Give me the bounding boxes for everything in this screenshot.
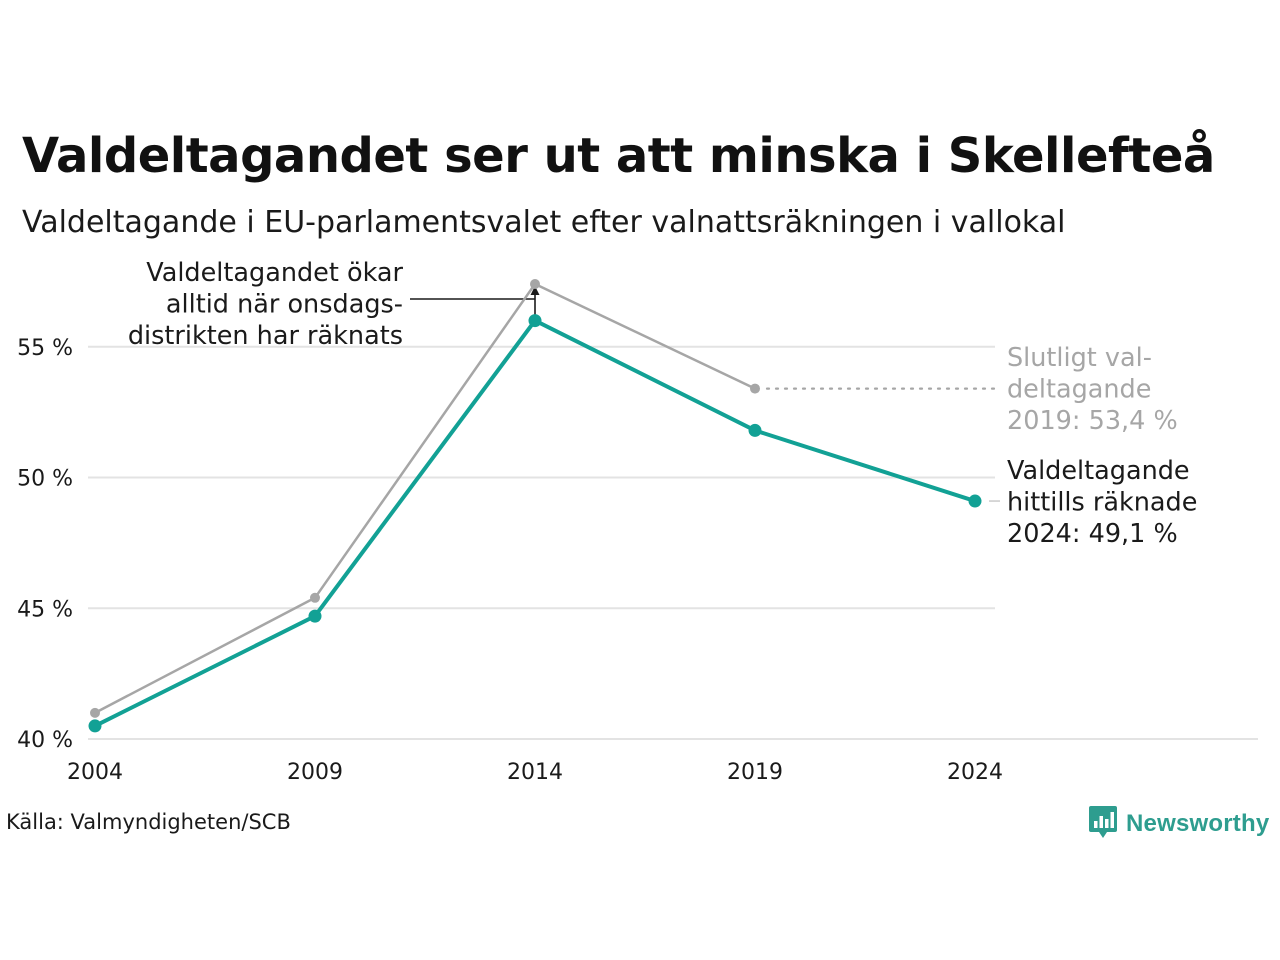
annotation-note-line: alltid när onsdags- — [166, 290, 403, 320]
annotation-note: Valdeltagandet ökar alltid när onsdags-di… — [128, 258, 404, 351]
annotation-labels: Valdeltagandet ökar alltid när onsdags-di… — [128, 258, 1198, 549]
data-point-final — [310, 592, 320, 603]
final-turnout-label-line: 2019: 53,4 % — [1007, 406, 1178, 436]
gridlines — [88, 345, 1258, 740]
final-turnout-label-line: deltagande — [1007, 375, 1151, 405]
data-point-count — [528, 314, 542, 328]
counted-turnout-label-line: hittills räknade — [1007, 488, 1197, 518]
counted-turnout-label-line: 2024: 49,1 % — [1007, 519, 1178, 549]
series-line-final — [93, 282, 757, 715]
series-points — [88, 278, 982, 733]
annotation-arrowhead — [530, 285, 540, 295]
bar-chart-speech-bubble-icon — [1088, 804, 1118, 844]
counted-turnout-label-line: Valdeltagande — [1007, 456, 1190, 486]
source-note: Källa: Valmyndigheten/SCB — [6, 810, 291, 834]
y-axis-ticks: 40 % 45 % 50 % 55 % — [17, 336, 73, 753]
data-point-count — [88, 719, 102, 733]
y-tick-label: 40 % — [17, 728, 73, 753]
data-point-final — [90, 707, 100, 718]
x-tick-label: 2004 — [67, 760, 123, 785]
annotation-connectors — [410, 285, 1002, 502]
x-axis-ticks: 2004 2009 2014 2019 2024 — [67, 760, 1003, 785]
final-turnout-label-line: Slutligt val- — [1007, 343, 1152, 373]
x-tick-label: 2009 — [287, 760, 343, 785]
annotation-note-line: Valdeltagandet ökar — [146, 258, 403, 288]
x-tick-label: 2024 — [947, 760, 1003, 785]
data-point-final — [750, 383, 760, 394]
series-line-count — [93, 318, 977, 728]
counted-turnout-label: Valdeltagande hittills räknade 2024: 49,1 … — [1007, 456, 1197, 549]
y-tick-label: 55 % — [17, 336, 73, 361]
chart-subtitle: Valdeltagande i EU-parlamentsvalet efter… — [22, 205, 1066, 240]
x-tick-label: 2014 — [507, 760, 563, 785]
final-turnout-label: Slutligt val-deltagande 2019: 53,4 % — [1007, 343, 1178, 436]
chart-title: Valdeltagandet ser ut att minska i Skell… — [22, 128, 1215, 184]
annotation-note-line: distrikten har räknats — [128, 321, 403, 351]
brand-logo[interactable]: Newsworthy — [1088, 804, 1269, 844]
y-tick-label: 50 % — [17, 467, 73, 492]
y-tick-label: 45 % — [17, 597, 73, 622]
data-point-count — [748, 423, 762, 437]
data-point-count — [308, 609, 322, 623]
data-point-final — [530, 278, 540, 289]
x-tick-label: 2019 — [727, 760, 783, 785]
data-point-count — [968, 494, 982, 508]
brand-name: Newsworthy — [1126, 810, 1270, 837]
